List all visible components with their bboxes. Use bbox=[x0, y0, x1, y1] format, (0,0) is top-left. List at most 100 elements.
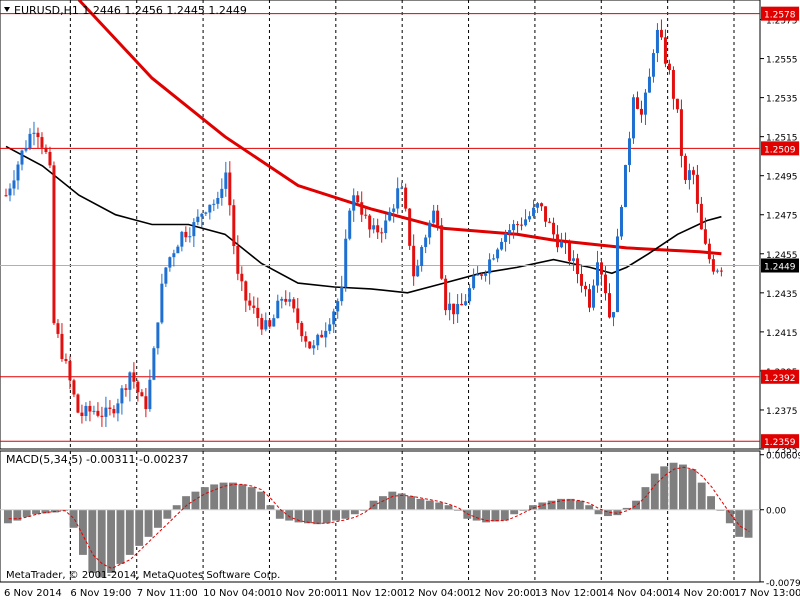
candle-body bbox=[436, 210, 440, 226]
candle-body bbox=[544, 206, 548, 222]
macd-bar bbox=[163, 509, 172, 519]
candle-body bbox=[264, 320, 268, 330]
time-tick-label: 11 Nov 12:00 bbox=[336, 588, 403, 599]
moving-averages bbox=[5, 0, 722, 294]
candle-body bbox=[460, 303, 464, 306]
horizontal-levels[interactable] bbox=[0, 13, 760, 442]
candle-body bbox=[488, 259, 492, 274]
candle-body bbox=[272, 318, 276, 327]
candle-body bbox=[615, 236, 619, 313]
candle-body bbox=[340, 286, 344, 302]
macd-pane[interactable]: 0.00609 0.00 -0.00799 MACD(5,34,5) -0.0031… bbox=[0, 450, 800, 589]
candle-body bbox=[36, 132, 40, 138]
candle-body bbox=[20, 150, 24, 165]
macd-bar bbox=[660, 466, 669, 510]
macd-bar bbox=[613, 509, 622, 516]
candle-body bbox=[40, 137, 44, 148]
candle-body bbox=[196, 216, 200, 223]
candle-body bbox=[260, 318, 264, 330]
macd-bar bbox=[266, 505, 275, 510]
time-axis: 6 Nov 2014 6 Nov 19:00 7 Nov 11:00 10 Nov 0… bbox=[4, 588, 800, 599]
candle-body bbox=[444, 278, 448, 311]
candle-body bbox=[68, 360, 72, 381]
price-tick-label: 1.2435 bbox=[766, 290, 798, 300]
macd-bar bbox=[707, 496, 715, 510]
candle-body bbox=[667, 63, 671, 71]
macd-bar bbox=[491, 509, 500, 522]
candle-body bbox=[675, 98, 679, 110]
macd-axis: 0.00609 0.00 -0.00799 bbox=[760, 452, 800, 589]
candle-body bbox=[248, 300, 252, 306]
macd-bar bbox=[116, 509, 125, 564]
candle-body bbox=[412, 245, 416, 277]
candle-body bbox=[687, 170, 691, 180]
price-pane[interactable]: 1.2575 1.2555 1.2535 1.2515 1.2495 1.2475 1.24… bbox=[0, 0, 799, 456]
candle-body bbox=[695, 174, 699, 204]
time-tick-label: 14 Nov 04:00 bbox=[601, 588, 668, 599]
candle-body bbox=[556, 234, 560, 248]
candle-body bbox=[492, 258, 496, 260]
candle-body bbox=[308, 341, 312, 349]
macd-bar bbox=[32, 509, 40, 515]
candle-body bbox=[500, 241, 504, 250]
candle-body bbox=[244, 281, 248, 301]
macd-bar bbox=[294, 509, 303, 523]
candle-body bbox=[380, 232, 384, 234]
candle-body bbox=[296, 308, 300, 323]
candle-body bbox=[60, 333, 64, 359]
candle-body bbox=[679, 109, 683, 156]
macd-bar bbox=[238, 484, 247, 510]
candle-body bbox=[472, 275, 476, 289]
candle-body bbox=[607, 293, 611, 318]
candle-body bbox=[388, 211, 392, 221]
candle-body bbox=[200, 213, 204, 217]
macd-bar bbox=[725, 509, 734, 524]
candle-body bbox=[52, 165, 56, 324]
price-tick-label: 1.2455 bbox=[766, 251, 798, 261]
candle-body bbox=[284, 298, 288, 302]
candle-body bbox=[188, 236, 192, 238]
copyright-text: MetaTrader, © 2001-2014, MetaQuotes Soft… bbox=[6, 570, 280, 581]
macd-tick-label: -0.00799 bbox=[766, 579, 800, 589]
price-tick-label: 1.2535 bbox=[766, 95, 798, 105]
candle-body bbox=[468, 288, 472, 302]
macd-bar bbox=[107, 509, 115, 573]
macd-bar bbox=[219, 482, 228, 510]
candle-body bbox=[312, 345, 316, 349]
price-tick-label: 1.2495 bbox=[766, 173, 798, 183]
candle-body bbox=[588, 289, 592, 308]
price-plot-area[interactable] bbox=[0, 0, 761, 450]
candle-body bbox=[663, 37, 667, 64]
macd-bar bbox=[88, 509, 97, 573]
candle-body bbox=[236, 245, 240, 274]
macd-bar bbox=[257, 491, 265, 510]
candle-body bbox=[496, 249, 500, 259]
candle-body bbox=[12, 180, 16, 189]
macd-histogram bbox=[0, 462, 760, 578]
macd-bar bbox=[575, 500, 584, 510]
candle-body bbox=[456, 303, 460, 315]
candle-body bbox=[711, 259, 715, 272]
candle-body bbox=[156, 322, 160, 349]
macd-bar bbox=[688, 469, 697, 510]
candle-body bbox=[104, 407, 108, 417]
candle-body bbox=[48, 151, 52, 166]
macd-bar bbox=[538, 502, 547, 510]
macd-bar bbox=[472, 509, 481, 521]
candle-body bbox=[368, 215, 372, 230]
candle-body bbox=[647, 76, 651, 93]
macd-bar bbox=[650, 473, 659, 510]
macd-bar bbox=[641, 487, 650, 510]
candle-body bbox=[168, 257, 172, 268]
candle-body bbox=[88, 405, 92, 412]
candle-body bbox=[719, 270, 723, 272]
level-label-box bbox=[761, 6, 799, 21]
candle-body bbox=[144, 396, 148, 410]
candle-body bbox=[224, 172, 228, 189]
candle-body bbox=[164, 267, 168, 284]
candle-body bbox=[376, 225, 380, 233]
candle-body bbox=[420, 247, 424, 267]
time-tick-label: 13 Nov 12:00 bbox=[535, 588, 602, 599]
triangle-down-icon[interactable] bbox=[4, 7, 10, 12]
